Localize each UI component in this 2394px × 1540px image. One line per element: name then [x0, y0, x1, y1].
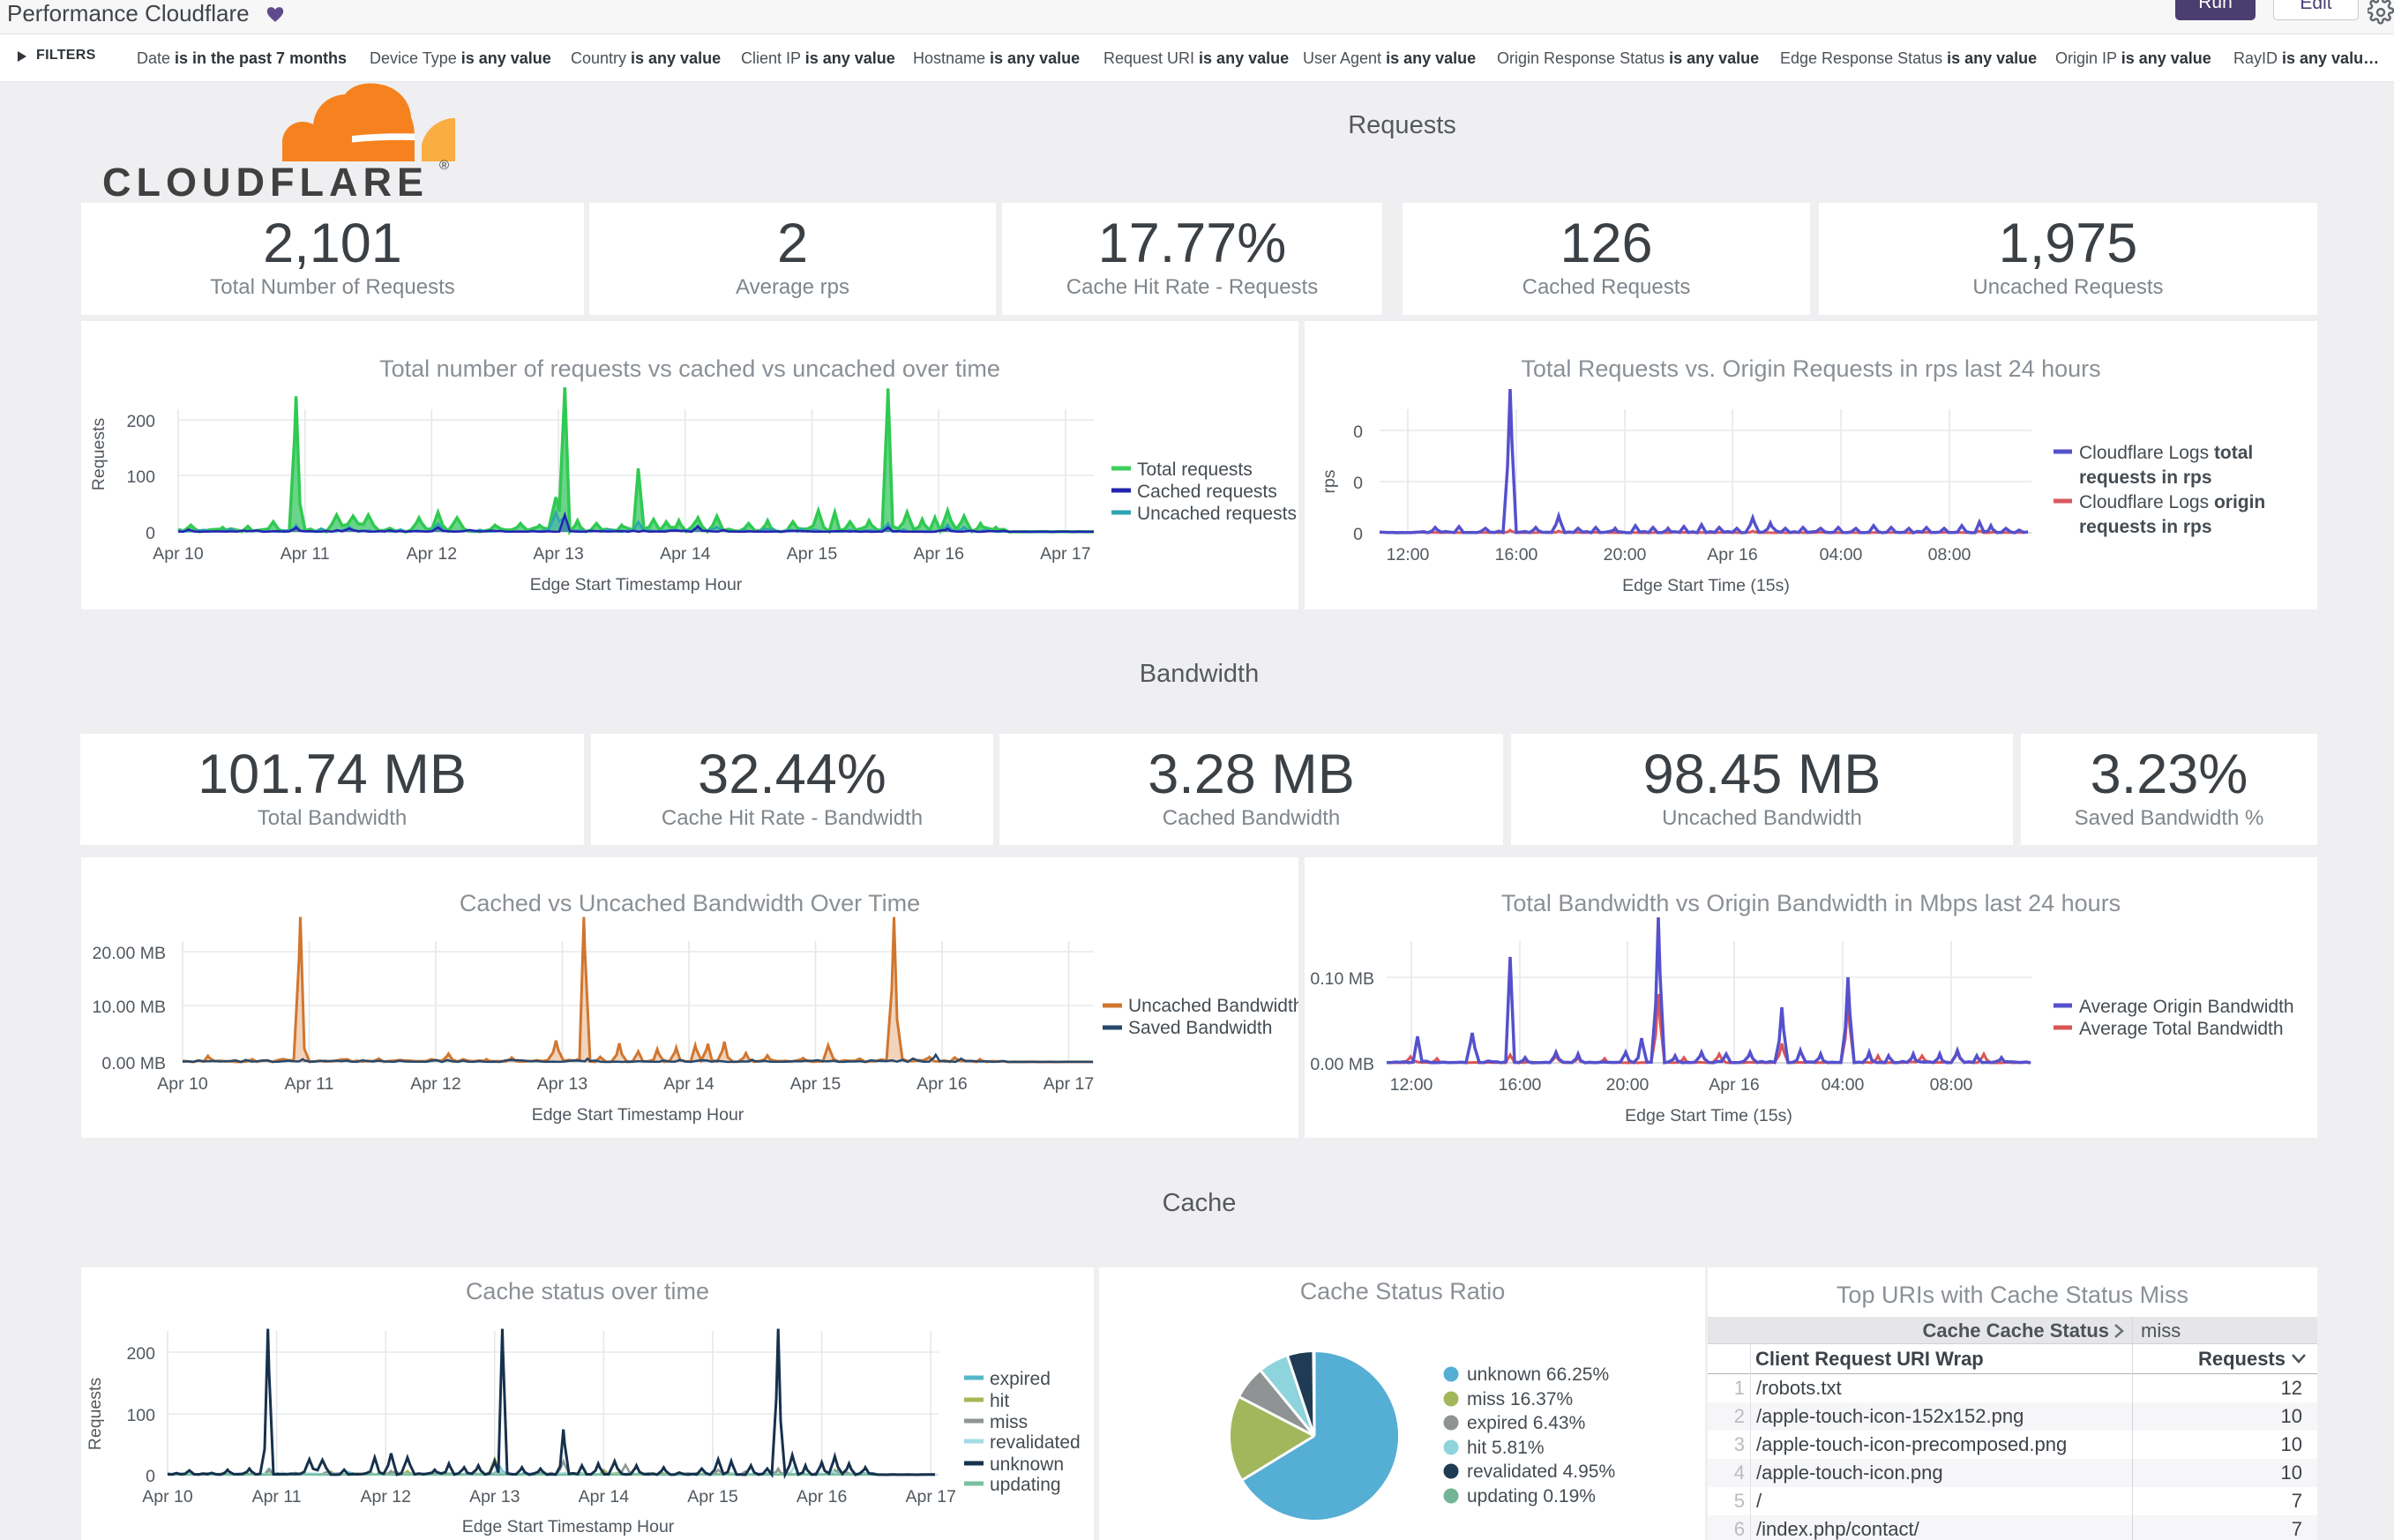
svg-text:Average Total Bandwidth: Average Total Bandwidth: [2079, 1019, 2284, 1039]
svg-text:Apr 13: Apr 13: [533, 544, 583, 564]
svg-text:Apr 16: Apr 16: [913, 544, 963, 564]
svg-text:Average Origin Bandwidth: Average Origin Bandwidth: [2079, 997, 2294, 1017]
svg-text:12:00: 12:00: [1390, 1075, 1433, 1095]
svg-text:12:00: 12:00: [1387, 545, 1430, 564]
svg-text:requests in rps: requests in rps: [2079, 467, 2212, 488]
svg-text:Apr 13: Apr 13: [469, 1487, 520, 1506]
svg-text:Apr 11: Apr 11: [252, 1487, 302, 1506]
svg-text:Apr 15: Apr 15: [687, 1487, 738, 1506]
svg-text:Apr 15: Apr 15: [790, 1074, 842, 1094]
svg-text:miss 16.37%: miss 16.37%: [1467, 1389, 1573, 1409]
svg-text:0.00 MB: 0.00 MB: [101, 1054, 166, 1073]
svg-text:0: 0: [1353, 422, 1363, 442]
svg-text:Saved Bandwidth: Saved Bandwidth: [1128, 1018, 1272, 1038]
svg-text:Requests: Requests: [89, 418, 108, 491]
svg-text:®: ®: [439, 158, 449, 173]
svg-text:Cached requests: Cached requests: [1137, 482, 1277, 502]
svg-text:Total Requests vs. Origin Requ: Total Requests vs. Origin Requests in rp…: [1521, 355, 2100, 382]
svg-text:08:00: 08:00: [1930, 1075, 1973, 1095]
svg-text:revalidated: revalidated: [990, 1432, 1081, 1453]
svg-text:Apr 17: Apr 17: [1040, 544, 1090, 564]
svg-text:Apr 14: Apr 14: [663, 1074, 714, 1094]
svg-text:Apr 13: Apr 13: [537, 1074, 587, 1094]
svg-text:16:00: 16:00: [1499, 1075, 1542, 1095]
svg-text:100: 100: [126, 1406, 155, 1425]
svg-text:Apr 10: Apr 10: [157, 1074, 208, 1094]
svg-text:updating: updating: [990, 1475, 1061, 1495]
svg-text:Apr 10: Apr 10: [153, 544, 204, 564]
svg-text:Total Bandwidth vs Origin Band: Total Bandwidth vs Origin Bandwidth in M…: [1501, 890, 2121, 916]
svg-text:Uncached Bandwidth: Uncached Bandwidth: [1128, 996, 1298, 1016]
svg-text:04:00: 04:00: [1822, 1075, 1865, 1095]
svg-text:Apr 17: Apr 17: [1044, 1074, 1094, 1094]
svg-text:unknown 66.25%: unknown 66.25%: [1467, 1364, 1609, 1385]
svg-text:04:00: 04:00: [1820, 545, 1863, 564]
svg-text:Edge Start Timestamp Hour: Edge Start Timestamp Hour: [530, 575, 743, 594]
svg-text:16:00: 16:00: [1495, 545, 1538, 564]
svg-text:Uncached requests: Uncached requests: [1137, 504, 1297, 524]
svg-text:Edge Start Time (15s): Edge Start Time (15s): [1625, 1106, 1792, 1125]
svg-text:200: 200: [126, 412, 155, 431]
svg-text:Apr 16: Apr 16: [797, 1487, 847, 1506]
svg-text:Apr 16: Apr 16: [916, 1074, 967, 1094]
svg-text:CLOUDFLARE: CLOUDFLARE: [102, 160, 429, 201]
svg-text:0.00 MB: 0.00 MB: [1310, 1055, 1374, 1074]
svg-text:Apr 11: Apr 11: [284, 1074, 333, 1094]
svg-text:Apr 15: Apr 15: [787, 544, 838, 564]
svg-text:revalidated 4.95%: revalidated 4.95%: [1467, 1462, 1615, 1482]
svg-text:Total requests: Total requests: [1137, 460, 1253, 480]
svg-text:rps: rps: [1320, 469, 1339, 493]
svg-text:unknown: unknown: [990, 1454, 1064, 1475]
svg-text:Apr 14: Apr 14: [660, 544, 711, 564]
svg-text:updating 0.19%: updating 0.19%: [1467, 1486, 1596, 1506]
svg-text:hit 5.81%: hit 5.81%: [1467, 1438, 1545, 1458]
svg-text:08:00: 08:00: [1928, 545, 1971, 564]
svg-text:Cache Status Ratio: Cache Status Ratio: [1300, 1278, 1506, 1305]
svg-text:20:00: 20:00: [1604, 545, 1647, 564]
svg-text:Requests: Requests: [86, 1378, 105, 1451]
svg-text:Cache status over time: Cache status over time: [466, 1278, 709, 1305]
svg-text:Apr 12: Apr 12: [410, 1074, 460, 1094]
svg-text:expired 6.43%: expired 6.43%: [1467, 1413, 1585, 1433]
svg-text:Edge Start Timestamp Hour: Edge Start Timestamp Hour: [462, 1517, 675, 1536]
svg-text:Cloudflare Logs total: Cloudflare Logs total: [2079, 443, 2253, 463]
svg-text:20.00 MB: 20.00 MB: [93, 944, 166, 963]
svg-text:Cloudflare Logs origin: Cloudflare Logs origin: [2079, 492, 2265, 512]
svg-text:hit: hit: [990, 1391, 1009, 1411]
svg-text:Apr 12: Apr 12: [360, 1487, 410, 1506]
svg-text:miss: miss: [990, 1412, 1028, 1432]
svg-text:Apr 17: Apr 17: [905, 1487, 955, 1506]
svg-text:Apr 11: Apr 11: [281, 544, 330, 564]
svg-text:0.10 MB: 0.10 MB: [1310, 969, 1374, 989]
svg-text:10.00 MB: 10.00 MB: [93, 998, 166, 1017]
svg-text:Apr 16: Apr 16: [1709, 1075, 1759, 1095]
svg-text:Total number of requests vs ca: Total number of requests vs cached vs un…: [379, 355, 1000, 382]
svg-text:Apr 12: Apr 12: [407, 544, 457, 564]
svg-text:Edge Start Timestamp Hour: Edge Start Timestamp Hour: [532, 1105, 744, 1125]
svg-text:200: 200: [126, 1344, 155, 1364]
svg-text:20:00: 20:00: [1606, 1075, 1650, 1095]
svg-text:expired: expired: [990, 1369, 1051, 1389]
svg-text:Cached vs Uncached Bandwidth O: Cached vs Uncached Bandwidth Over Time: [460, 890, 920, 916]
svg-text:100: 100: [126, 467, 155, 487]
svg-text:Apr 14: Apr 14: [579, 1487, 630, 1506]
svg-text:Edge Start Time (15s): Edge Start Time (15s): [1622, 576, 1790, 595]
svg-text:Apr 16: Apr 16: [1707, 545, 1757, 564]
svg-text:0: 0: [146, 524, 155, 543]
svg-text:0: 0: [146, 1467, 155, 1486]
svg-text:0: 0: [1353, 474, 1363, 493]
svg-text:Apr 10: Apr 10: [142, 1487, 193, 1506]
svg-text:requests in rps: requests in rps: [2079, 517, 2212, 537]
svg-text:0: 0: [1353, 525, 1363, 544]
